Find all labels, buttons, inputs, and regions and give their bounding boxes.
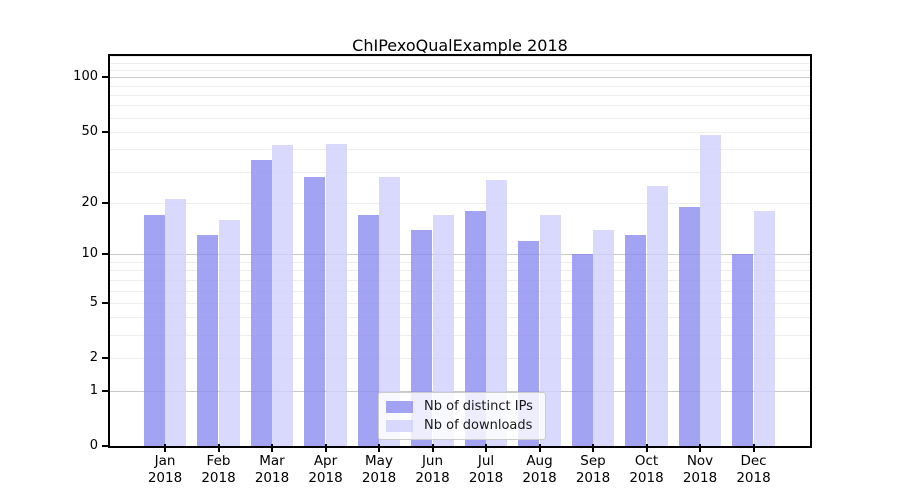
x-tick-mark bbox=[217, 444, 220, 452]
x-tick-label: May 2018 bbox=[361, 453, 397, 486]
minor-gridline bbox=[110, 279, 810, 281]
bar-downloads bbox=[272, 145, 294, 446]
minor-gridline bbox=[110, 302, 810, 304]
bar-distinct-ips bbox=[571, 254, 593, 446]
legend-swatch bbox=[386, 400, 413, 413]
bar-downloads bbox=[325, 143, 347, 446]
y-tick-mark bbox=[102, 130, 110, 133]
bar-downloads bbox=[700, 135, 722, 446]
y-tick-label: 50 bbox=[81, 123, 98, 139]
bar-downloads bbox=[379, 176, 401, 446]
legend-entry: Nb of distinct IPs bbox=[386, 399, 537, 414]
minor-gridline bbox=[110, 56, 810, 58]
y-tick-mark bbox=[102, 389, 110, 392]
x-tick-mark bbox=[164, 444, 166, 452]
y-tick-mark bbox=[102, 357, 110, 360]
minor-gridline bbox=[110, 270, 810, 272]
y-tick-label: 20 bbox=[81, 194, 98, 210]
x-tick-mark bbox=[485, 444, 487, 452]
y-tick-label: 100 bbox=[73, 69, 98, 85]
x-tick-mark bbox=[538, 444, 541, 452]
y-tick-label: 5 bbox=[89, 294, 98, 310]
major-gridline bbox=[110, 77, 810, 79]
bar-downloads bbox=[218, 219, 240, 446]
x-tick-mark bbox=[324, 444, 327, 452]
bar-downloads bbox=[539, 215, 561, 446]
bar-downloads bbox=[165, 199, 187, 446]
minor-gridline bbox=[110, 85, 810, 87]
legend: Nb of distinct IPs Nb of downloads bbox=[378, 392, 546, 440]
y-tick-mark bbox=[102, 253, 110, 256]
x-tick-label: Apr 2018 bbox=[308, 453, 343, 486]
bar-distinct-ips bbox=[625, 235, 647, 446]
bar-downloads bbox=[486, 179, 508, 446]
bar-downloads bbox=[753, 210, 775, 446]
minor-gridline bbox=[110, 117, 810, 119]
x-tick-mark bbox=[431, 444, 434, 452]
y-tick-label: 0 bbox=[89, 438, 98, 453]
minor-gridline bbox=[110, 171, 810, 173]
y-tick-label: 10 bbox=[81, 246, 98, 262]
minor-gridline bbox=[110, 202, 810, 204]
minor-gridline bbox=[110, 262, 810, 263]
bar-distinct-ips bbox=[143, 215, 165, 446]
bar-distinct-ips bbox=[732, 254, 754, 446]
y-tick-mark bbox=[102, 201, 110, 204]
bar-downloads bbox=[646, 185, 668, 446]
bar-distinct-ips bbox=[197, 235, 219, 446]
x-tick-label: Sep 2018 bbox=[575, 453, 611, 486]
x-tick-mark bbox=[699, 444, 701, 452]
x-tick-mark bbox=[378, 444, 380, 452]
y-tick-mark bbox=[102, 301, 110, 304]
minor-gridline bbox=[110, 149, 810, 151]
minor-gridline bbox=[110, 317, 810, 319]
x-tick-label: Oct 2018 bbox=[629, 453, 664, 486]
bar-downloads bbox=[593, 229, 615, 446]
chart-title: ChIPexoQualExample 2018 bbox=[352, 36, 568, 55]
major-gridline bbox=[110, 254, 810, 256]
bar-distinct-ips bbox=[250, 159, 272, 446]
bar-distinct-ips bbox=[304, 176, 326, 446]
x-tick-label: Aug 2018 bbox=[522, 453, 557, 486]
minor-gridline bbox=[110, 290, 810, 292]
x-tick-label: Dec 2018 bbox=[736, 453, 771, 486]
minor-gridline bbox=[110, 335, 810, 337]
x-tick-mark bbox=[752, 444, 755, 452]
y-tick-label: 2 bbox=[89, 350, 98, 366]
x-tick-label: Mar 2018 bbox=[254, 453, 290, 486]
x-tick-label: Jun 2018 bbox=[415, 453, 450, 486]
y-tick-label: 1 bbox=[89, 382, 98, 398]
minor-gridline bbox=[110, 105, 810, 107]
x-tick-label: Feb 2018 bbox=[201, 453, 236, 486]
bar-distinct-ips bbox=[357, 215, 379, 446]
x-tick-mark bbox=[592, 444, 594, 452]
minor-gridline bbox=[110, 62, 810, 64]
bar-downloads bbox=[432, 215, 454, 446]
legend-swatch bbox=[386, 419, 413, 432]
x-tick-mark bbox=[271, 444, 273, 452]
bar-distinct-ips bbox=[411, 229, 433, 446]
legend-label: Nb of distinct IPs bbox=[424, 399, 533, 414]
major-gridline bbox=[110, 390, 810, 392]
minor-gridline bbox=[110, 69, 810, 71]
minor-gridline bbox=[110, 94, 810, 96]
minor-gridline bbox=[110, 131, 810, 133]
x-tick-mark bbox=[645, 444, 648, 452]
bar-distinct-ips bbox=[464, 210, 486, 446]
x-tick-label: Jul 2018 bbox=[468, 453, 504, 486]
minor-gridline bbox=[110, 358, 810, 360]
y-tick-mark bbox=[102, 76, 110, 79]
bar-distinct-ips bbox=[678, 206, 700, 446]
x-tick-label: Nov 2018 bbox=[682, 453, 718, 486]
x-tick-label: Jan 2018 bbox=[147, 453, 183, 486]
y-tick-mark bbox=[102, 445, 110, 447]
legend-label: Nb of downloads bbox=[424, 418, 533, 433]
legend-entry: Nb of downloads bbox=[386, 418, 537, 433]
